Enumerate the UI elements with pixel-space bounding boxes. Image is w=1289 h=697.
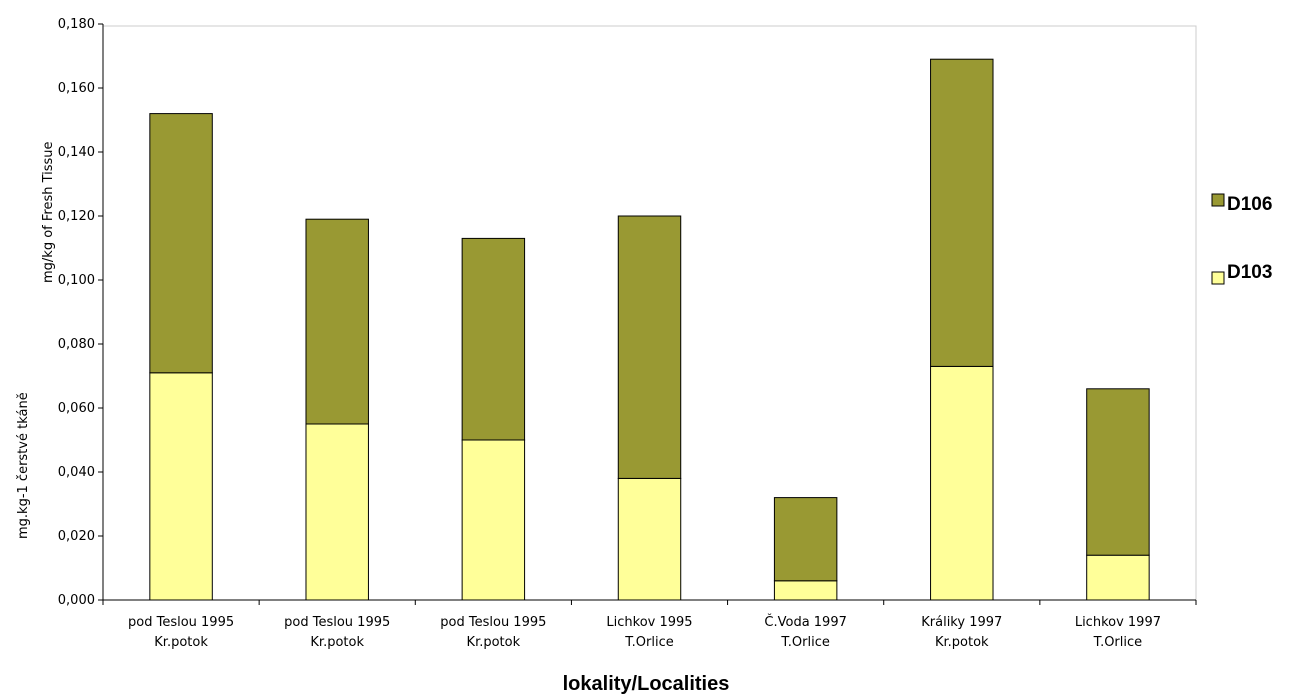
x-tick-label: Králiky 1997 [921,615,1002,630]
bar-d103 [305,423,369,601]
y-tick-label: 0,040 [58,465,95,480]
y-tick-label: 0,120 [58,209,95,224]
bar-d106 [617,215,682,479]
y-axis-label-czech: mg.kg-1 čerstvé tkáně [16,392,31,539]
bar-d103 [773,580,838,601]
x-tick-label: Kr.potok [467,635,521,650]
y-tick-label: 0,080 [58,337,95,352]
y-tick-label: 0,060 [58,401,95,416]
y-axis-label-english: mg/kg of Fresh Tissue [41,141,56,283]
x-tick-label: pod Teslou 1995 [128,615,234,630]
x-tick-label: Lichkov 1995 [606,615,692,630]
bar-d106 [149,113,213,374]
bar-d106 [305,218,369,425]
y-tick-label: 0,140 [58,145,95,160]
bar-d103 [461,439,526,601]
bar-d103 [617,477,682,601]
x-tick-label: T.Orlice [1093,635,1142,650]
x-tick-label: Lichkov 1997 [1075,615,1161,630]
y-tick-label: 0,000 [58,593,95,608]
bar-d106 [773,497,838,582]
legend-label-d103: D103 [1227,262,1272,283]
y-tick-label: 0,160 [58,81,95,96]
x-tick-label: Kr.potok [310,635,364,650]
y-tick-label: 0,020 [58,529,95,544]
x-tick-label: Kr.potok [154,635,208,650]
x-tick-label: T.Orlice [780,635,829,650]
x-axis-label: lokality/Localities [563,673,730,695]
x-tick-label: T.Orlice [624,635,673,650]
bars-group [149,58,1150,601]
legend-swatch-d106 [1211,193,1225,207]
x-tick-label: pod Teslou 1995 [440,615,546,630]
bar-d103 [149,372,213,601]
y-tick-label: 0,100 [58,273,95,288]
bar-d106 [930,58,994,367]
y-tick-label: 0,180 [58,17,95,32]
x-tick-label: pod Teslou 1995 [284,615,390,630]
bar-d106 [1086,388,1150,556]
bar-d106 [461,237,526,441]
legend-label-d106: D106 [1227,194,1272,215]
y-axis: 0,000 0,020 0,040 0,060 0,080 0,100 0,120 0,140… [58,17,104,608]
bar-d103 [930,365,994,601]
legend: D106 D103 [1211,193,1272,285]
legend-swatch-d103 [1211,271,1225,285]
bar-d103 [1086,554,1150,601]
x-axis: pod Teslou 1995 Kr.potok pod Teslou 1995 Kr… [102,599,1197,650]
x-tick-label: Kr.potok [935,635,989,650]
x-tick-label: Č.Voda 1997 [764,614,846,630]
